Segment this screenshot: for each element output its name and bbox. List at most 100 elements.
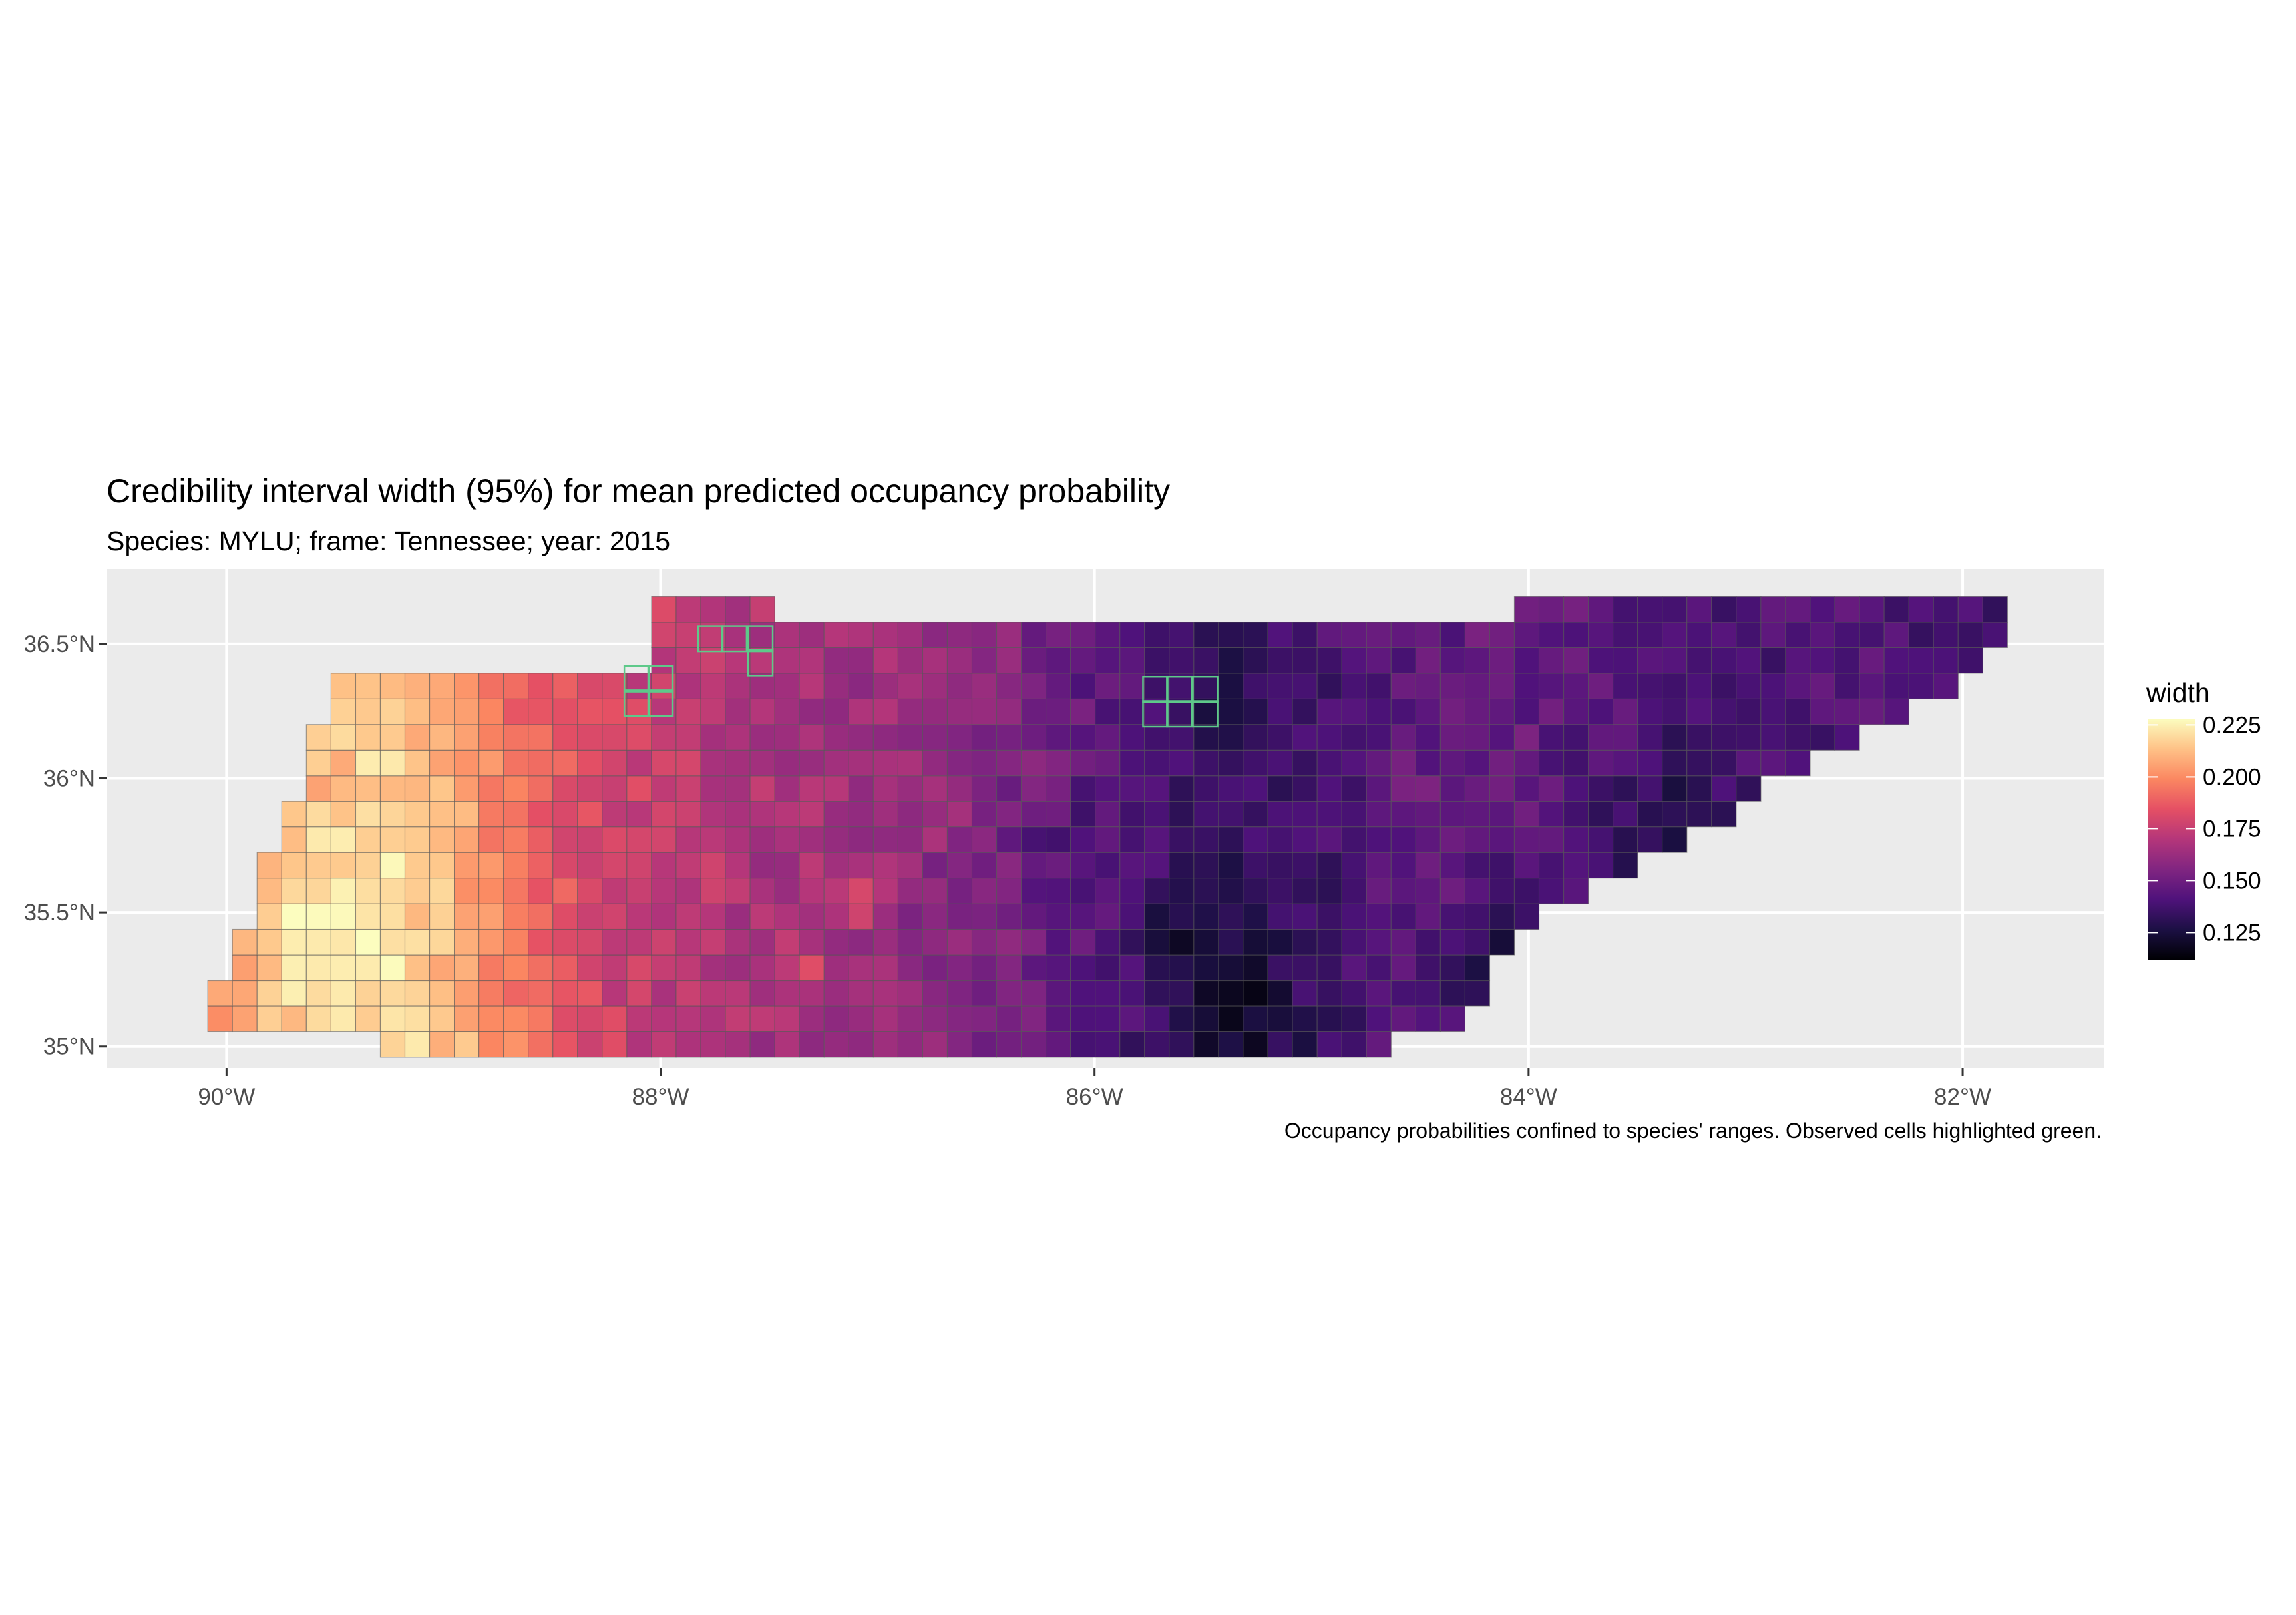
grid-cell bbox=[552, 928, 578, 956]
grid-cell bbox=[1316, 954, 1342, 982]
grid-cell bbox=[305, 775, 331, 802]
grid-cell bbox=[1341, 1005, 1367, 1033]
grid-cell bbox=[355, 928, 381, 956]
grid-cell bbox=[1415, 749, 1441, 777]
grid-cell bbox=[626, 903, 652, 930]
grid-cell bbox=[1613, 673, 1638, 699]
grid-cell bbox=[675, 877, 701, 904]
grid-cell bbox=[1243, 749, 1268, 777]
grid-cell bbox=[1810, 698, 1835, 725]
grid-cell bbox=[1613, 852, 1638, 879]
grid-cell bbox=[1218, 775, 1244, 802]
grid-cell bbox=[1957, 596, 1983, 623]
grid-cell bbox=[1021, 749, 1047, 777]
grid-cell bbox=[256, 980, 282, 1007]
grid-cell bbox=[552, 698, 578, 725]
grid-cell bbox=[749, 1005, 775, 1033]
grid-cell bbox=[1267, 673, 1293, 699]
grid-cell bbox=[429, 877, 455, 904]
grid-cell bbox=[651, 801, 677, 828]
grid-cell bbox=[1095, 724, 1121, 751]
grid-cell bbox=[1021, 775, 1047, 802]
grid-cell bbox=[256, 903, 282, 930]
grid-cell bbox=[1834, 673, 1860, 699]
grid-cell bbox=[799, 826, 825, 853]
grid-cell bbox=[1070, 928, 1096, 956]
grid-cell bbox=[1070, 647, 1096, 674]
grid-cell bbox=[1637, 647, 1663, 674]
grid-cell bbox=[1513, 673, 1540, 699]
grid-cell bbox=[379, 877, 406, 904]
grid-cell bbox=[725, 596, 751, 623]
grid-cell bbox=[1046, 980, 1071, 1007]
grid-cell bbox=[1439, 698, 1465, 725]
grid-cell bbox=[1292, 749, 1318, 777]
grid-cell bbox=[1267, 1031, 1293, 1058]
grid-cell bbox=[922, 1005, 948, 1033]
grid-cell bbox=[330, 980, 357, 1007]
grid-cell bbox=[1736, 775, 1762, 802]
grid-cell bbox=[1662, 647, 1688, 674]
grid-cell bbox=[1415, 724, 1441, 751]
grid-cell bbox=[651, 1031, 677, 1058]
grid-cell bbox=[897, 877, 924, 904]
grid-cell bbox=[1119, 928, 1145, 956]
grid-cell bbox=[1292, 801, 1318, 828]
grid-cell bbox=[1366, 1031, 1392, 1058]
grid-cell bbox=[1341, 980, 1367, 1007]
grid-cell bbox=[1415, 622, 1441, 648]
grid-cell bbox=[897, 724, 924, 751]
grid-cell bbox=[1119, 903, 1145, 930]
grid-cell bbox=[725, 801, 751, 828]
grid-cell bbox=[1686, 673, 1712, 699]
grid-cell bbox=[1341, 724, 1367, 751]
grid-cell bbox=[1316, 980, 1342, 1007]
grid-cell bbox=[1341, 954, 1367, 982]
grid-cell bbox=[971, 928, 998, 956]
grid-cell bbox=[1588, 775, 1614, 802]
grid-cell bbox=[1464, 673, 1491, 699]
grid-cell bbox=[379, 954, 406, 982]
grid-cell bbox=[503, 877, 529, 904]
grid-cell bbox=[946, 877, 973, 904]
grid-cell bbox=[1144, 647, 1170, 674]
grid-cell bbox=[872, 1005, 898, 1033]
grid-cell bbox=[281, 852, 307, 879]
grid-cell bbox=[897, 801, 924, 828]
grid-cell bbox=[379, 852, 406, 879]
grid-cell bbox=[651, 724, 677, 751]
grid-cell bbox=[429, 673, 455, 699]
grid-cell bbox=[1834, 622, 1860, 648]
grid-cell bbox=[749, 801, 775, 828]
grid-cell bbox=[1513, 622, 1540, 648]
grid-cell bbox=[946, 928, 973, 956]
grid-cell bbox=[823, 673, 849, 699]
grid-cell bbox=[996, 698, 1022, 725]
plot-subtitle: Species: MYLU; frame: Tennessee; year: 2… bbox=[106, 526, 670, 556]
observed-cell bbox=[1192, 700, 1219, 728]
grid-cell bbox=[1341, 1031, 1367, 1058]
grid-cell bbox=[256, 852, 282, 879]
grid-cell bbox=[1538, 775, 1565, 802]
grid-cell bbox=[1883, 596, 1909, 623]
grid-cell bbox=[897, 647, 924, 674]
grid-cell bbox=[1316, 1005, 1342, 1033]
grid-cell bbox=[1588, 749, 1614, 777]
grid-cell bbox=[749, 877, 775, 904]
grid-cell bbox=[379, 1005, 406, 1033]
grid-cell bbox=[552, 852, 578, 879]
grid-cell bbox=[1169, 622, 1195, 648]
y-axis: 35°N 35.5°N 36°N 36.5°N bbox=[24, 631, 107, 1060]
grid-cell bbox=[528, 775, 554, 802]
grid-cell bbox=[478, 698, 504, 725]
grid-cell bbox=[305, 928, 331, 956]
grid-cell bbox=[1464, 724, 1491, 751]
grid-cell bbox=[1169, 801, 1195, 828]
grid-cell bbox=[1046, 724, 1071, 751]
grid-cell bbox=[602, 775, 628, 802]
grid-cell bbox=[330, 775, 357, 802]
grid-cell bbox=[478, 1031, 504, 1058]
grid-cell bbox=[1711, 596, 1737, 623]
grid-cell bbox=[1070, 954, 1096, 982]
grid-cell bbox=[700, 596, 726, 623]
